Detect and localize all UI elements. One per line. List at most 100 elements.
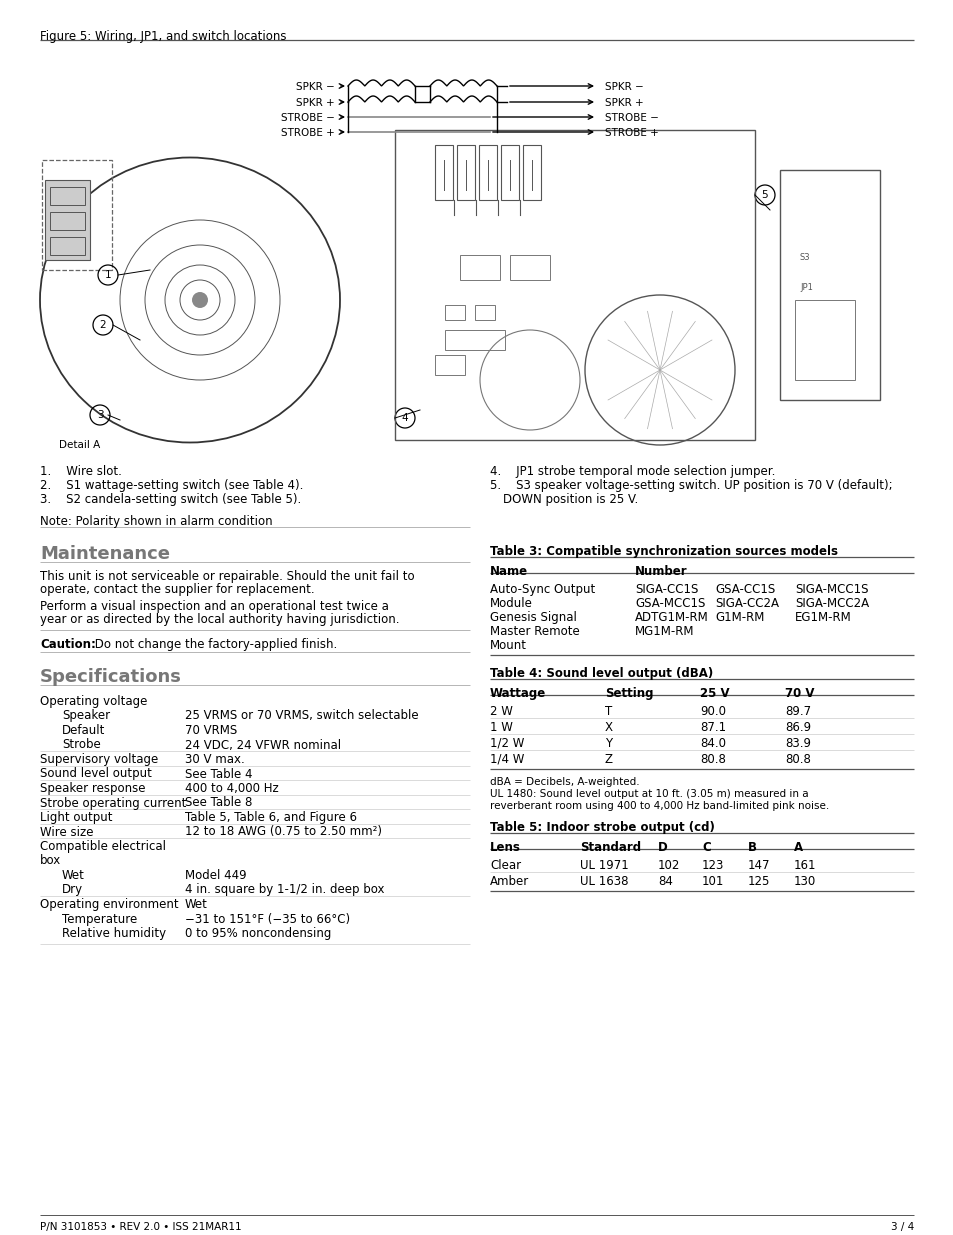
Text: 0 to 95% noncondensing: 0 to 95% noncondensing — [185, 927, 331, 940]
Text: 84: 84 — [658, 876, 672, 888]
Text: Speaker response: Speaker response — [40, 782, 146, 795]
Text: 24 VDC, 24 VFWR nominal: 24 VDC, 24 VFWR nominal — [185, 739, 341, 752]
Text: Genesis Signal: Genesis Signal — [490, 611, 577, 624]
Text: Supervisory voltage: Supervisory voltage — [40, 753, 158, 766]
Text: 400 to 4,000 Hz: 400 to 4,000 Hz — [185, 782, 278, 795]
Bar — [395, 130, 754, 440]
Text: Sound level output: Sound level output — [40, 767, 152, 781]
Text: Detail A: Detail A — [59, 440, 100, 450]
Text: 161: 161 — [793, 860, 816, 872]
Text: SPKR +: SPKR + — [296, 98, 335, 107]
Text: Do not change the factory-applied finish.: Do not change the factory-applied finish… — [91, 638, 337, 651]
Text: X: X — [604, 721, 613, 734]
Text: 87.1: 87.1 — [700, 721, 725, 734]
Bar — [435, 144, 453, 200]
Text: Number: Number — [635, 564, 687, 578]
Text: Table 5: Indoor strobe output (cd): Table 5: Indoor strobe output (cd) — [490, 821, 714, 834]
Bar — [50, 237, 85, 254]
Text: 25 VRMS or 70 VRMS, switch selectable: 25 VRMS or 70 VRMS, switch selectable — [185, 709, 418, 722]
Text: Module: Module — [490, 597, 533, 610]
Text: Default: Default — [62, 724, 105, 737]
Bar — [522, 144, 540, 200]
Text: 70 V: 70 V — [784, 687, 814, 700]
Bar — [459, 254, 499, 280]
Text: Mount: Mount — [490, 638, 526, 652]
Text: SIGA-CC2A: SIGA-CC2A — [714, 597, 779, 610]
Text: ADTG1M-RM: ADTG1M-RM — [635, 611, 708, 624]
Text: STROBE −: STROBE − — [604, 112, 659, 124]
Text: reverberant room using 400 to 4,000 Hz band-limited pink noise.: reverberant room using 400 to 4,000 Hz b… — [490, 802, 828, 811]
Text: Compatible electrical: Compatible electrical — [40, 840, 166, 853]
Text: Master Remote: Master Remote — [490, 625, 579, 638]
Text: UL 1638: UL 1638 — [579, 876, 628, 888]
Text: GSA-CC1S: GSA-CC1S — [714, 583, 775, 597]
Text: Name: Name — [490, 564, 528, 578]
Text: −31 to 151°F (−35 to 66°C): −31 to 151°F (−35 to 66°C) — [185, 913, 350, 925]
Text: 86.9: 86.9 — [784, 721, 810, 734]
Text: Relative humidity: Relative humidity — [62, 927, 166, 940]
Bar — [42, 161, 112, 270]
Text: 2: 2 — [99, 320, 106, 330]
Text: B: B — [747, 841, 757, 853]
Text: This unit is not serviceable or repairable. Should the unit fail to: This unit is not serviceable or repairab… — [40, 571, 415, 583]
Text: Perform a visual inspection and an operational test twice a: Perform a visual inspection and an opera… — [40, 600, 389, 613]
Text: P/N 3101853 • REV 2.0 • ISS 21MAR11: P/N 3101853 • REV 2.0 • ISS 21MAR11 — [40, 1221, 241, 1233]
Text: 1: 1 — [105, 270, 112, 280]
Text: Dry: Dry — [62, 883, 83, 897]
Text: 5.    S3 speaker voltage-setting switch. UP position is 70 V (default);: 5. S3 speaker voltage-setting switch. UP… — [490, 479, 892, 492]
Text: box: box — [40, 855, 61, 867]
Text: SIGA-MCC1S: SIGA-MCC1S — [794, 583, 867, 597]
Text: Note: Polarity shown in alarm condition: Note: Polarity shown in alarm condition — [40, 515, 273, 529]
Text: STROBE +: STROBE + — [604, 128, 659, 138]
Text: Maintenance: Maintenance — [40, 545, 170, 563]
Text: 25 V: 25 V — [700, 687, 729, 700]
Text: SIGA-CC1S: SIGA-CC1S — [635, 583, 698, 597]
Text: EG1M-RM: EG1M-RM — [794, 611, 851, 624]
Text: JP1: JP1 — [800, 283, 812, 291]
Text: year or as directed by the local authority having jurisdiction.: year or as directed by the local authori… — [40, 613, 399, 626]
Text: Table 4: Sound level output (dBA): Table 4: Sound level output (dBA) — [490, 667, 713, 680]
Text: 2 W: 2 W — [490, 705, 513, 718]
Text: Wet: Wet — [185, 898, 208, 911]
Text: Lens: Lens — [490, 841, 520, 853]
Text: 125: 125 — [747, 876, 770, 888]
Bar — [435, 354, 464, 375]
Text: SPKR −: SPKR − — [604, 82, 643, 91]
Text: See Table 4: See Table 4 — [185, 767, 253, 781]
Text: Speaker: Speaker — [62, 709, 110, 722]
Text: GSA-MCC1S: GSA-MCC1S — [635, 597, 704, 610]
Text: dBA = Decibels, A-weighted.: dBA = Decibels, A-weighted. — [490, 777, 639, 787]
Text: Figure 5: Wiring, JP1, and switch locations: Figure 5: Wiring, JP1, and switch locati… — [40, 30, 286, 43]
Text: 4.    JP1 strobe temporal mode selection jumper.: 4. JP1 strobe temporal mode selection ju… — [490, 466, 775, 478]
Text: Strobe: Strobe — [62, 739, 101, 752]
Text: 4: 4 — [401, 412, 408, 424]
Text: 1/4 W: 1/4 W — [490, 753, 524, 766]
Text: T: T — [604, 705, 612, 718]
Text: 123: 123 — [701, 860, 723, 872]
Text: 12 to 18 AWG (0.75 to 2.50 mm²): 12 to 18 AWG (0.75 to 2.50 mm²) — [185, 825, 381, 839]
Bar — [794, 300, 854, 380]
Text: 4 in. square by 1-1/2 in. deep box: 4 in. square by 1-1/2 in. deep box — [185, 883, 384, 897]
Text: 80.8: 80.8 — [700, 753, 725, 766]
Text: D: D — [658, 841, 667, 853]
Text: 101: 101 — [701, 876, 723, 888]
Text: 147: 147 — [747, 860, 770, 872]
Text: Clear: Clear — [490, 860, 520, 872]
Text: Setting: Setting — [604, 687, 653, 700]
Bar — [780, 170, 879, 400]
Text: Light output: Light output — [40, 811, 112, 824]
Text: Temperature: Temperature — [62, 913, 137, 925]
Text: DOWN position is 25 V.: DOWN position is 25 V. — [502, 493, 638, 506]
Text: Y: Y — [604, 737, 612, 750]
Text: UL 1971: UL 1971 — [579, 860, 628, 872]
Bar — [444, 330, 504, 350]
Text: Table 3: Compatible synchronization sources models: Table 3: Compatible synchronization sour… — [490, 545, 837, 558]
Bar — [45, 180, 90, 261]
Text: Caution:: Caution: — [40, 638, 95, 651]
Text: 130: 130 — [793, 876, 816, 888]
Text: 102: 102 — [658, 860, 679, 872]
Text: 90.0: 90.0 — [700, 705, 725, 718]
Text: 80.8: 80.8 — [784, 753, 810, 766]
Text: Auto-Sync Output: Auto-Sync Output — [490, 583, 595, 597]
Text: 89.7: 89.7 — [784, 705, 810, 718]
